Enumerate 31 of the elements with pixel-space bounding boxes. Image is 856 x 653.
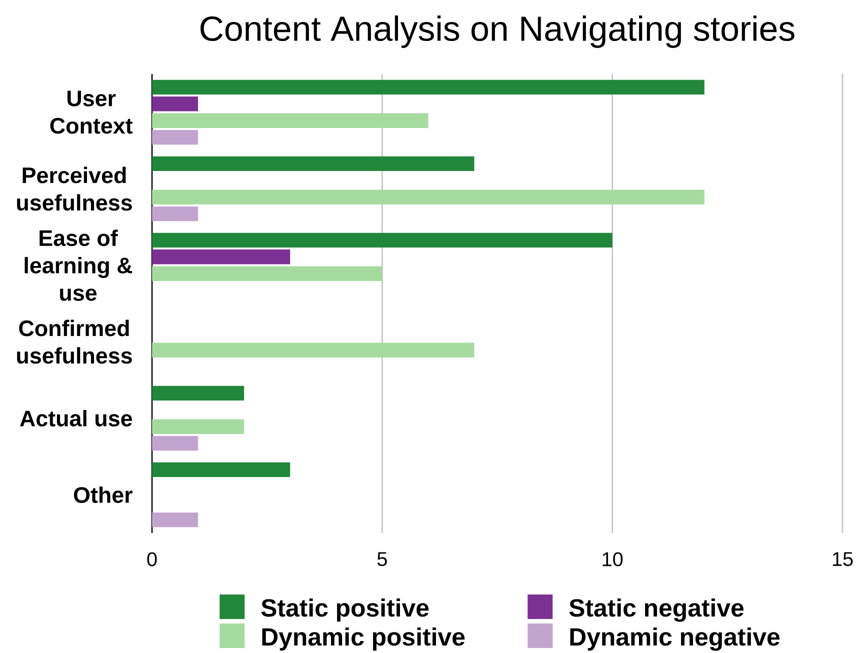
legend-label: Static negative <box>569 598 744 622</box>
bar <box>152 130 198 145</box>
bar <box>152 190 704 204</box>
x-tick-label: 10 <box>602 552 623 566</box>
bar <box>152 436 198 451</box>
y-tick-label: Other <box>74 486 132 503</box>
bar <box>152 250 290 264</box>
x-tick-label: 0 <box>147 552 157 566</box>
bar <box>152 96 198 112</box>
bar <box>152 512 198 528</box>
x-tick-label: 5 <box>377 552 387 566</box>
bar <box>152 113 428 128</box>
bar <box>152 419 244 434</box>
legend-label: Dynamic negative <box>570 627 780 651</box>
bar <box>152 80 704 95</box>
bar <box>152 206 198 222</box>
y-tick-label: Confirmed usefulness <box>17 320 132 364</box>
bar <box>152 386 244 401</box>
y-tick-label: Ease of learning & use <box>24 230 132 301</box>
y-tick-label: Actual use <box>20 410 132 426</box>
chart-title: Content Analysis on Navigating stories <box>200 15 794 48</box>
x-tick-label: 15 <box>832 552 853 566</box>
bar <box>152 342 474 358</box>
legend-label: Static positive <box>261 598 429 622</box>
bar <box>152 156 474 172</box>
y-tick-label: Perceived usefulness <box>17 166 132 211</box>
y-tick-label: User Context <box>50 90 133 134</box>
bar <box>152 232 612 248</box>
legend-label: Dynamic positive <box>262 627 465 651</box>
bar <box>152 462 290 478</box>
bar <box>152 266 382 281</box>
